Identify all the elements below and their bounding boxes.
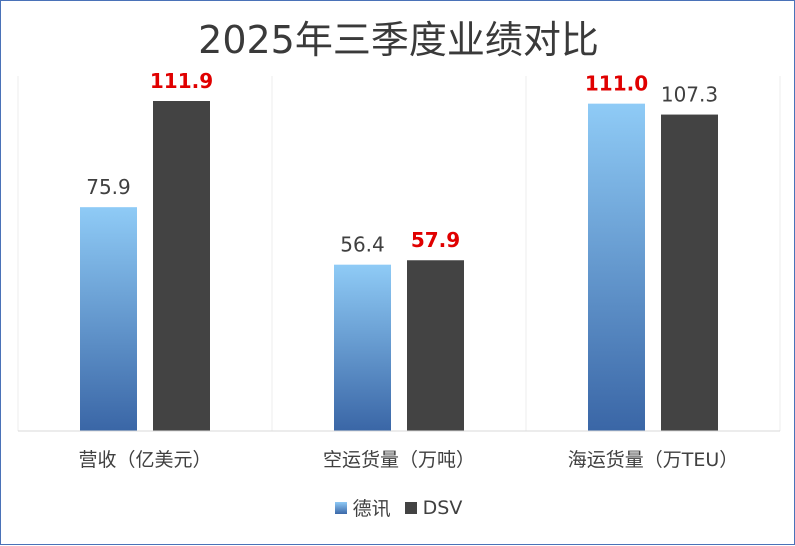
bar-dsv-1 — [407, 260, 464, 431]
value-labels-group: 75.9 111.9 56.4 57.9 111.0 107.3 — [86, 69, 718, 257]
value-label-dsv-1: 57.9 — [411, 228, 460, 252]
category-label-1: 空运货量（万吨） — [323, 449, 475, 471]
bar-dsv-2 — [661, 114, 718, 432]
bar-dexun-0 — [80, 207, 137, 431]
value-label-dexun-0: 75.9 — [86, 175, 131, 199]
value-label-dexun-2: 111.0 — [585, 72, 648, 96]
bar-dexun-1 — [334, 264, 391, 431]
legend: 德讯 DSV — [1, 494, 795, 521]
category-gridlines — [17, 76, 781, 431]
chart-title: 2025年三季度业绩对比 — [198, 18, 599, 62]
category-label-2: 海运货量（万TEU） — [568, 449, 739, 471]
legend-swatch-dexun — [334, 501, 347, 514]
legend-label-dexun: 德讯 — [352, 498, 391, 520]
value-label-dexun-1: 56.4 — [340, 233, 385, 257]
category-labels-group: 营收（亿美元） 空运货量（万吨） 海运货量（万TEU） — [78, 449, 738, 471]
bar-dsv-0 — [153, 101, 210, 431]
legend-item-dexun: 德讯 — [334, 494, 391, 521]
value-label-dsv-0: 111.9 — [150, 69, 213, 93]
bar-dexun-2 — [588, 103, 645, 432]
value-label-dsv-2: 107.3 — [661, 83, 718, 107]
legend-label-dsv: DSV — [422, 496, 463, 519]
legend-swatch-dsv — [404, 501, 417, 514]
legend-item-dsv: DSV — [404, 496, 463, 519]
category-label-0: 营收（亿美元） — [78, 449, 211, 471]
bars-group — [80, 101, 718, 432]
